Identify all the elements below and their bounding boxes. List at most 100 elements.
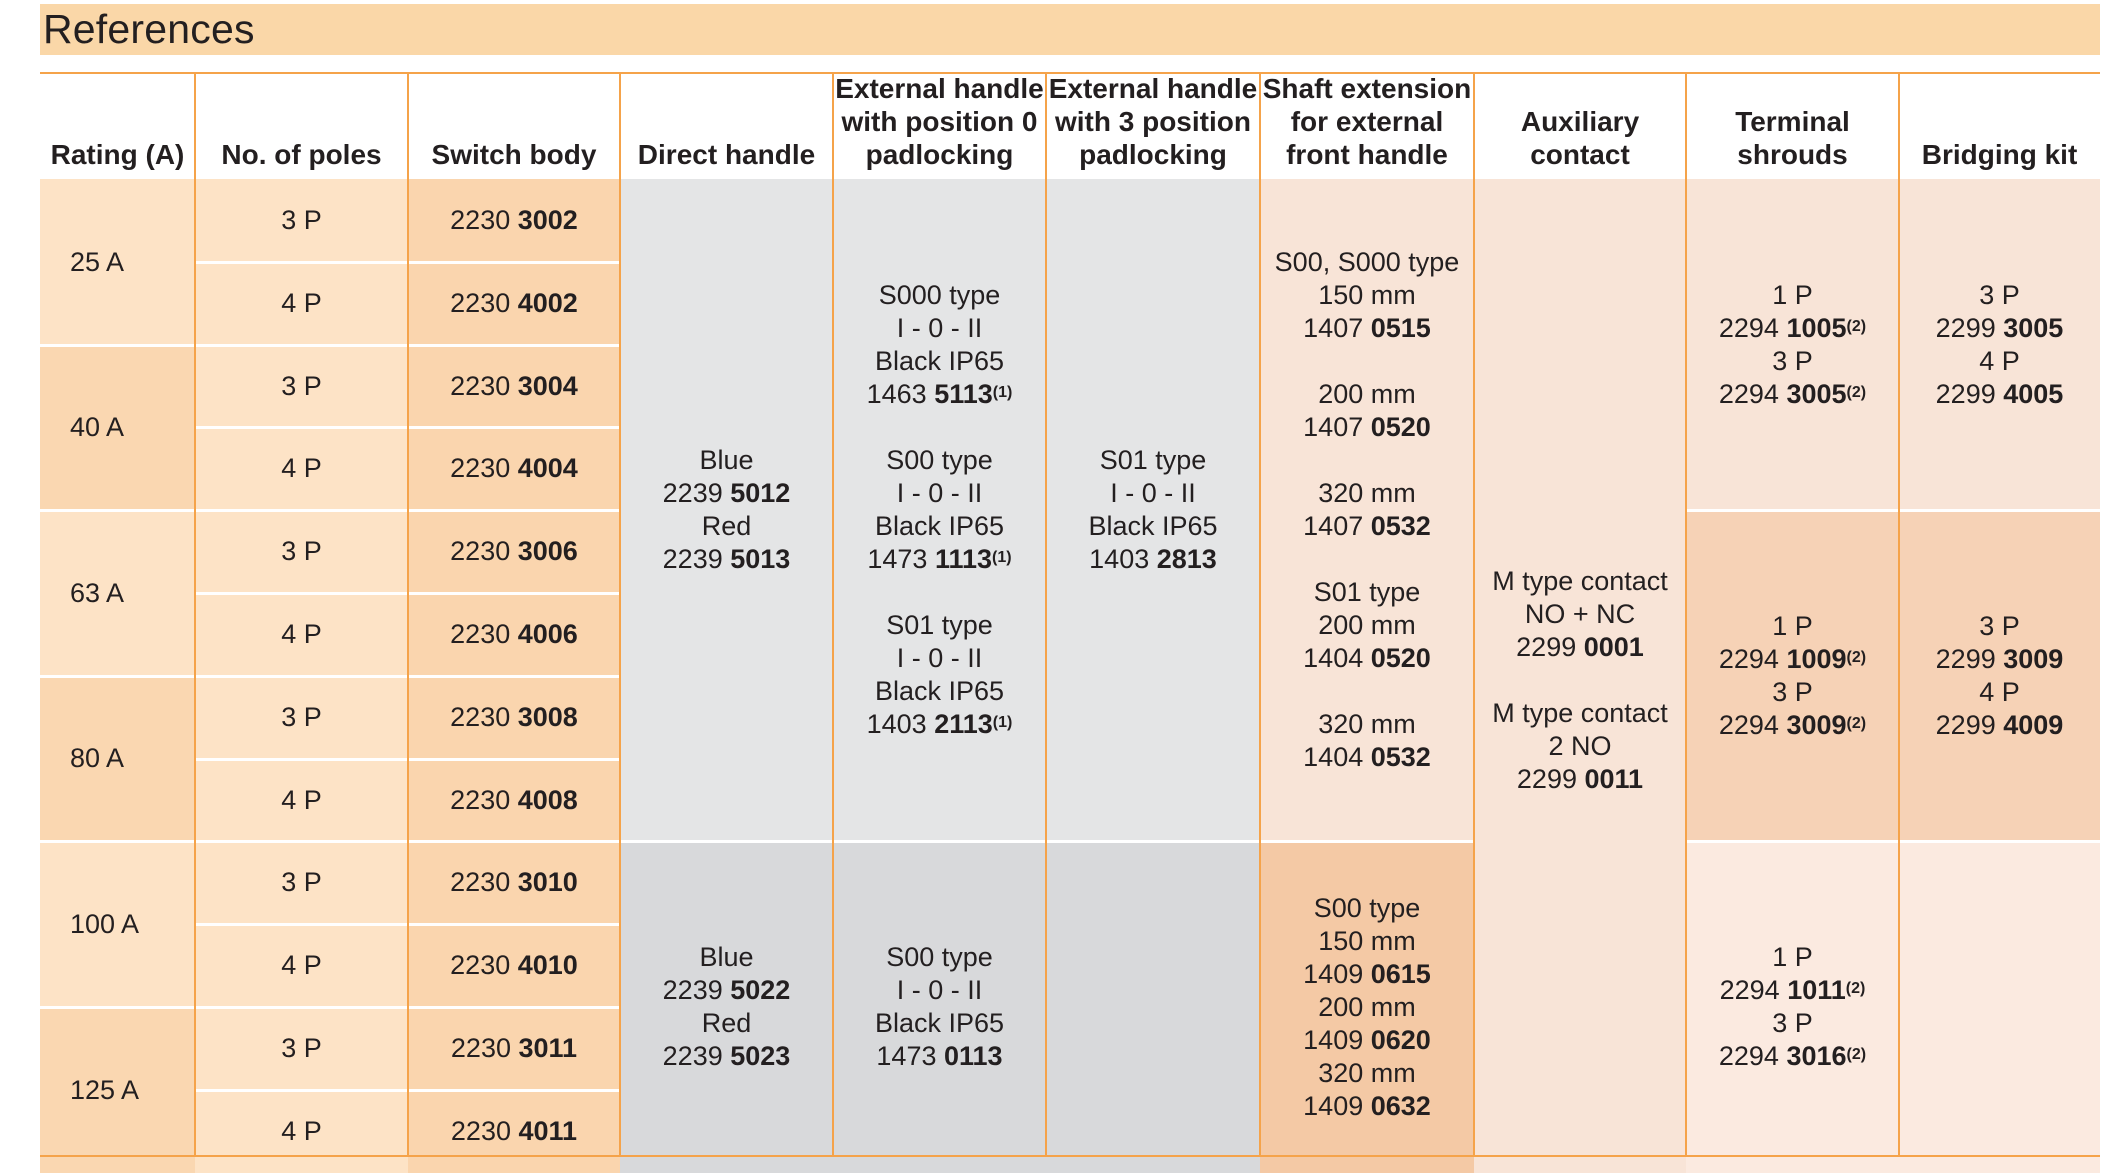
reference-number: 2239 5013 <box>663 543 791 576</box>
text-line: 150 mm <box>1318 925 1416 958</box>
handle-positions: I - 0 - II <box>896 313 983 343</box>
text-line: 3 P <box>1979 610 2020 643</box>
poles-cell: 3 P <box>195 841 408 924</box>
text-line: Black IP65 <box>875 510 1004 543</box>
column-divider <box>1685 74 1687 1155</box>
handle-positions: I - 0 - II <box>896 643 983 673</box>
text-line: S01 type <box>1314 576 1421 609</box>
poles-value: 4 P <box>281 288 322 318</box>
text-line: Red <box>702 1007 752 1040</box>
header-label: padlocking <box>1079 139 1227 170</box>
rating-cell: 40 A <box>40 345 195 510</box>
handle-desc: Black IP65 <box>1088 511 1218 541</box>
header-auxiliary-contact: Auxiliary contact <box>1474 74 1686 176</box>
switch-body-cell: 2230 4006 <box>408 593 620 676</box>
text-line: S00 type <box>886 941 993 974</box>
text-line: 4 P <box>281 784 322 817</box>
text-line: I - 0 - II <box>897 642 983 675</box>
ref-code: 3009 <box>1786 709 1847 740</box>
ref-prefix: 2239 <box>662 1041 723 1071</box>
text-line: 4 P <box>281 949 322 982</box>
pole-count: 4 P <box>1979 676 2020 707</box>
text-line: S01 type <box>886 609 993 642</box>
ref-code: 0615 <box>1370 958 1431 989</box>
header-label: Rating (A) <box>50 139 185 170</box>
pole-count: 3 P <box>1772 676 1813 707</box>
text-line: Bridging kit <box>1922 138 2078 171</box>
text-line: Rating (A) <box>51 138 185 171</box>
poles-value: 3 P <box>281 867 322 897</box>
shaft-length: 200 mm <box>1318 379 1416 409</box>
text-line: 3 P <box>281 1032 322 1065</box>
poles-value: 4 P <box>281 453 322 483</box>
ref-prefix: 1409 <box>1303 1090 1364 1121</box>
ref-code: 4006 <box>517 619 578 649</box>
ref-prefix: 2230 <box>450 702 511 732</box>
reference-number: 1407 0520 <box>1303 411 1431 444</box>
poles-value: 3 P <box>281 205 322 235</box>
text-line: 3 P <box>1979 279 2020 312</box>
text-line: 4 P <box>1979 345 2020 378</box>
text-line: 25 A <box>70 246 124 279</box>
text-line: 40 A <box>70 411 124 444</box>
handle-type: S00 type <box>886 445 993 475</box>
poles-value: 4 P <box>281 784 322 815</box>
shaft-length: 200 mm <box>1318 991 1416 1022</box>
header-rating: Rating (A) <box>40 74 195 176</box>
ref-prefix: 2299 <box>1935 378 1996 409</box>
ref-prefix: 2230 <box>450 1116 511 1146</box>
footnote-marker: (2) <box>1845 980 1866 997</box>
rating-value: 100 A <box>70 908 140 939</box>
direct-handle-bottom: Blue 2239 5022 Red 2239 5023 <box>620 841 833 1173</box>
text-line: 200 mm <box>1318 991 1416 1024</box>
ref-prefix: 1463 <box>866 379 927 409</box>
header-label: for external <box>1290 106 1444 137</box>
pole-count: 1 P <box>1772 942 1813 972</box>
switch-body-ref: 2230 4006 <box>450 618 578 651</box>
contact-type: M type contact <box>1492 697 1668 728</box>
ref-code: 3016 <box>1786 1041 1847 1071</box>
ref-code: 4008 <box>517 784 578 815</box>
text-line: front handle <box>1286 138 1448 171</box>
handle-positions: I - 0 - II <box>896 478 983 508</box>
handle-type: S000 type <box>878 280 1001 310</box>
text-line: S000 type <box>879 279 1001 312</box>
bridging-kit-empty <box>1899 841 2100 1173</box>
text-line: External handle <box>1049 72 1258 105</box>
poles-cell: 4 P <box>195 1090 408 1173</box>
ref-prefix: 2230 <box>450 536 511 566</box>
contact-desc: 2 NO <box>1548 730 1612 761</box>
shaft-length: 320 mm <box>1318 709 1416 739</box>
reference-number: 2299 0011 <box>1517 763 1643 796</box>
text-line: 4 P <box>281 287 322 320</box>
text-line: 320 mm <box>1318 477 1416 510</box>
ref-code: 3010 <box>517 867 578 897</box>
handle-positions: I - 0 - II <box>896 975 983 1005</box>
text-line: padlocking <box>866 138 1014 171</box>
ref-code: 0620 <box>1370 1024 1431 1055</box>
poles-cell: 4 P <box>195 593 408 676</box>
poles-cell: 3 P <box>195 1007 408 1090</box>
text-line: 1 P <box>1772 941 1813 974</box>
direct-handle-top: Blue 2239 5012 Red 2239 5013 <box>620 179 833 841</box>
poles-cell: 4 P <box>195 427 408 510</box>
ref-code: 5013 <box>730 544 791 574</box>
row-separator <box>40 509 195 512</box>
table-top-rule <box>40 72 2100 74</box>
rating-cell: 125 A <box>40 1007 195 1173</box>
reference-number: 2294 3005(2) <box>1719 378 1866 411</box>
handle-positions: I - 0 - II <box>1110 478 1196 508</box>
reference-number: 1403 2113(1) <box>867 708 1013 741</box>
text-line: 100 A <box>70 908 139 941</box>
header-direct-handle: Direct handle <box>620 74 833 176</box>
ref-code: 3011 <box>518 1033 578 1063</box>
footnote-marker: (1) <box>992 549 1012 566</box>
footnote-marker: (2) <box>1846 383 1867 401</box>
ref-code: 3004 <box>517 370 578 401</box>
header-label: External handle <box>1048 73 1258 104</box>
poles-cell: 3 P <box>195 345 408 427</box>
shaft-length: 320 mm <box>1318 1057 1416 1088</box>
switch-body-ref: 2230 3006 <box>450 535 578 568</box>
ref-code: 3006 <box>517 536 578 566</box>
handle-desc: Black IP65 <box>874 1008 1005 1038</box>
